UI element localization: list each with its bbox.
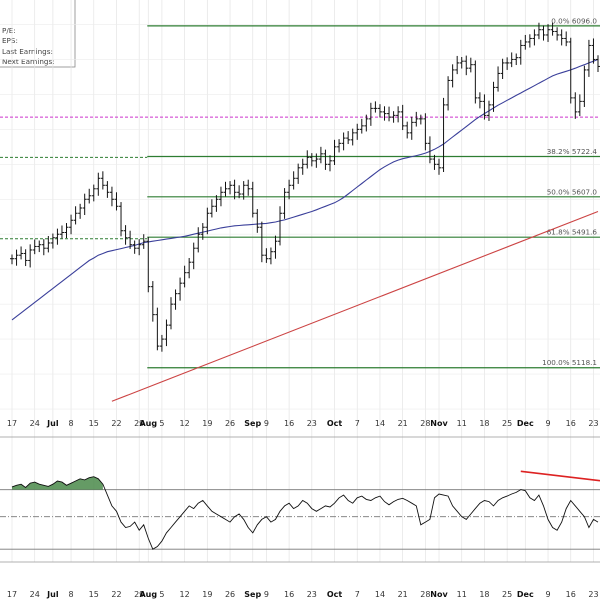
indicator-overbought-fill xyxy=(12,476,103,490)
x-tick-label: 12 xyxy=(180,419,190,428)
x-tick-label: 28 xyxy=(420,419,430,428)
next-earnings-label: Next Earnings: xyxy=(2,57,55,66)
x-tick-label: 9 xyxy=(264,419,269,428)
x-tick-label: 8 xyxy=(69,419,74,428)
x-tick-label: 29 xyxy=(134,590,144,599)
x-tick-label: 22 xyxy=(111,590,121,599)
x-tick-label: 9 xyxy=(264,590,269,599)
fib-label: 61.8% 5491.6 xyxy=(547,228,598,237)
x-tick-label: Dec xyxy=(517,590,534,599)
x-tick-label: 26 xyxy=(225,590,235,599)
x-tick-label: 25 xyxy=(502,419,512,428)
x-tick-label: 5 xyxy=(159,590,164,599)
x-tick-label: 16 xyxy=(566,590,576,599)
x-tick-label: 24 xyxy=(30,419,40,428)
x-tick-label: 18 xyxy=(479,590,489,599)
x-tick-label: Aug xyxy=(139,419,157,428)
x-tick-label: Nov xyxy=(430,419,448,428)
x-tick-label: Jul xyxy=(46,590,59,599)
x-tick-label: 23 xyxy=(588,590,598,599)
sma-200-line xyxy=(111,210,599,402)
last-earnings-label: Last Earnings: xyxy=(2,47,53,56)
fib-label: 50.0% 5607.0 xyxy=(547,187,598,196)
sma-50-line xyxy=(11,58,599,321)
x-tick-label: Dec xyxy=(517,419,534,428)
reference-levels xyxy=(0,116,600,240)
x-tick-label: 28 xyxy=(420,590,430,599)
x-tick-label: 11 xyxy=(457,590,467,599)
x-tick-label: 14 xyxy=(375,590,385,599)
x-tick-label: 12 xyxy=(180,590,190,599)
x-tick-label: Sep xyxy=(244,419,261,428)
x-tick-label: 24 xyxy=(30,590,40,599)
x-tick-label: 23 xyxy=(588,419,598,428)
x-tick-label: Aug xyxy=(139,590,157,599)
x-tick-label: Oct xyxy=(327,419,343,428)
moving-averages xyxy=(11,58,599,402)
info-box: P/E: EPS: Last Earnings: Next Earnings: xyxy=(0,0,76,68)
x-tick-label: 19 xyxy=(202,590,212,599)
x-tick-label: 14 xyxy=(375,419,385,428)
x-tick-label: 7 xyxy=(355,419,360,428)
x-tick-label: 19 xyxy=(202,419,212,428)
fib-label: 100.0% 5118.1 xyxy=(542,358,597,367)
x-tick-label: 23 xyxy=(307,419,317,428)
x-tick-label: 8 xyxy=(69,590,74,599)
indicator-line xyxy=(11,476,599,550)
x-tick-label: 9 xyxy=(545,419,550,428)
x-tick-label: 15 xyxy=(89,590,99,599)
x-tick-label: 18 xyxy=(479,419,489,428)
indicator-trend-line xyxy=(520,470,600,482)
pe-label: P/E: xyxy=(2,26,16,35)
x-tick-label: 7 xyxy=(355,590,360,599)
indicator-panel xyxy=(0,470,600,550)
x-tick-label: Sep xyxy=(244,590,261,599)
x-tick-label: 29 xyxy=(134,419,144,428)
x-tick-label: 17 xyxy=(7,590,17,599)
fib-label: 38.2% 5722.4 xyxy=(547,147,598,156)
x-tick-label: 11 xyxy=(457,419,467,428)
x-tick-label: 23 xyxy=(307,590,317,599)
x-tick-label: 15 xyxy=(89,419,99,428)
eps-label: EPS: xyxy=(2,36,18,45)
x-tick-label: Nov xyxy=(430,590,448,599)
x-tick-label: Oct xyxy=(327,590,343,599)
price-bars xyxy=(10,22,600,352)
x-tick-label: 17 xyxy=(7,419,17,428)
fibonacci-levels: 0.0% 6096.0 38.2% 5722.4 50.0% 5607.0 61.8%… xyxy=(147,16,600,369)
x-tick-label: 16 xyxy=(566,419,576,428)
x-tick-label: 21 xyxy=(398,590,408,599)
x-tick-label: 16 xyxy=(284,590,294,599)
x-tick-label: 21 xyxy=(398,419,408,428)
x-tick-label: Jul xyxy=(46,419,59,428)
x-tick-label: 22 xyxy=(111,419,121,428)
info-box-frame xyxy=(0,0,76,68)
x-tick-label: 5 xyxy=(159,419,164,428)
x-tick-label: 26 xyxy=(225,419,235,428)
x-tick-label: 9 xyxy=(545,590,550,599)
x-tick-label: 16 xyxy=(284,419,294,428)
fib-label: 0.0% 6096.0 xyxy=(551,16,597,25)
x-tick-label: 25 xyxy=(502,590,512,599)
